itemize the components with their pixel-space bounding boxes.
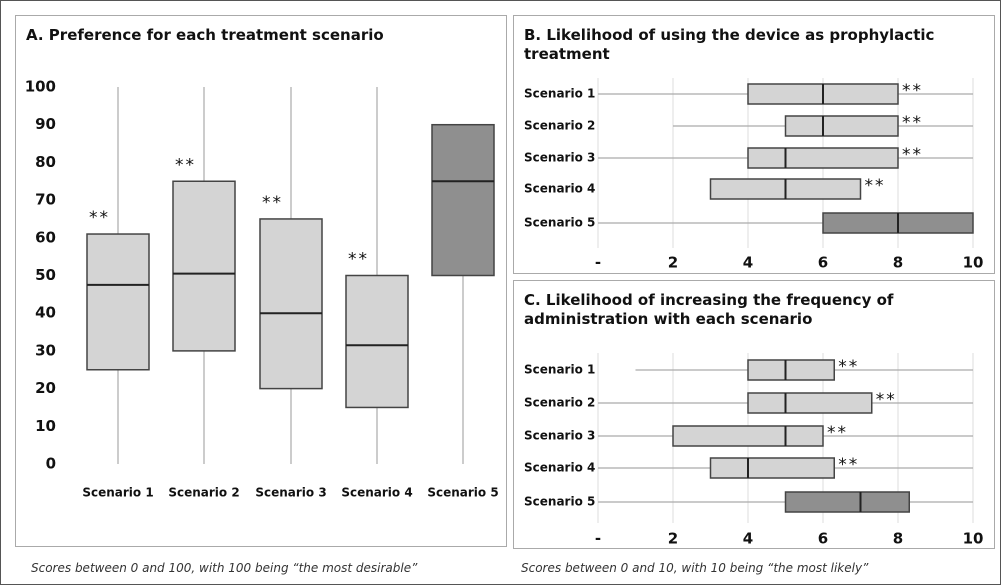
box <box>259 218 323 390</box>
x-tick-label: Scenario 2 <box>168 486 239 500</box>
x-tick-label: 8 <box>893 530 903 548</box>
annotation: ** <box>902 113 923 133</box>
x-tick-label: 4 <box>743 254 753 272</box>
chart: - 2 4 6 8 10 Scenario 1 ** Scenario 2 ** Scenario … <box>524 353 984 548</box>
chart: 0 10 20 30 40 50 60 70 80 90 100 Scenario 1 ** Scenar… <box>25 78 499 500</box>
y-tick-label: Scenario 5 <box>524 495 595 509</box>
y-tick-label: Scenario 1 <box>524 363 595 377</box>
panel-b: B. Likelihood of using the device as pro… <box>513 15 995 274</box>
box <box>431 123 495 277</box>
y-tick-label: 80 <box>35 153 56 171</box>
y-tick-label: Scenario 2 <box>524 119 595 133</box>
box <box>747 359 835 381</box>
x-tick-label: 8 <box>893 254 903 272</box>
box <box>86 233 150 371</box>
y-tick-label: Scenario 5 <box>524 216 595 230</box>
x-tick-label: Scenario 4 <box>341 486 412 500</box>
x-tick-label: 6 <box>818 530 828 548</box>
x-tick-label: 10 <box>963 254 984 272</box>
x-tick-label: Scenario 5 <box>427 486 498 500</box>
y-tick-label: 10 <box>35 417 56 435</box>
y-tick-label: Scenario 2 <box>524 396 595 410</box>
annotation: ** <box>838 357 859 377</box>
box <box>747 392 873 414</box>
x-tick-label: 10 <box>963 530 984 548</box>
box <box>747 147 899 169</box>
annotation: ** <box>902 145 923 165</box>
x-tick-label: 2 <box>668 254 678 272</box>
y-tick-label: 30 <box>35 341 56 359</box>
y-tick-label: 40 <box>35 304 56 322</box>
box <box>172 180 236 352</box>
box <box>709 457 835 479</box>
annotation: ** <box>876 390 897 410</box>
y-tick-label: 60 <box>35 228 56 246</box>
panel-title: B. Likelihood of using the device as pro… <box>524 26 935 63</box>
annotation: ** <box>827 423 848 443</box>
x-tick-label: Scenario 3 <box>255 486 326 500</box>
x-tick-label: 2 <box>668 530 678 548</box>
chart: - 2 4 6 8 10 Scenario 1 ** Scenario 2 ** Scenario … <box>524 78 984 272</box>
y-tick-label: Scenario 3 <box>524 151 595 165</box>
y-tick-label: 70 <box>35 191 56 209</box>
annotation: ** <box>262 193 283 213</box>
y-tick-label: 90 <box>35 115 56 133</box>
panel-c: C. Likelihood of increasing the frequenc… <box>513 280 995 549</box>
x-tick-label: 6 <box>818 254 828 272</box>
annotation: ** <box>175 155 196 175</box>
footnote: Scores between 0 and 10, with 10 being “… <box>521 561 869 575</box>
y-tick-label: Scenario 3 <box>524 429 595 443</box>
x-tick-label: 4 <box>743 530 753 548</box>
box <box>784 115 899 137</box>
box <box>784 491 910 513</box>
panel-a: A. Preference for each treatment scenari… <box>15 15 507 547</box>
y-tick-label: Scenario 1 <box>524 87 595 101</box>
y-tick-label: Scenario 4 <box>524 182 595 196</box>
annotation: ** <box>902 81 923 101</box>
y-tick-label: 100 <box>25 78 56 96</box>
x-tick-label: - <box>595 530 601 548</box>
x-tick-label: - <box>595 254 601 272</box>
annotation: ** <box>838 455 859 475</box>
annotation: ** <box>89 208 110 228</box>
y-tick-label: Scenario 4 <box>524 461 595 475</box>
footnote: Scores between 0 and 100, with 100 being… <box>31 561 418 575</box>
annotation: ** <box>865 176 886 196</box>
box <box>345 274 409 409</box>
panel-title: A. Preference for each treatment scenari… <box>26 26 384 44</box>
x-tick-label: Scenario 1 <box>82 486 153 500</box>
panel-title: C. Likelihood of increasing the frequenc… <box>524 291 894 328</box>
y-tick-label: 0 <box>46 455 56 473</box>
box <box>672 425 824 447</box>
y-tick-label: 50 <box>35 266 56 284</box>
y-tick-label: 20 <box>35 379 56 397</box>
annotation: ** <box>348 250 369 270</box>
